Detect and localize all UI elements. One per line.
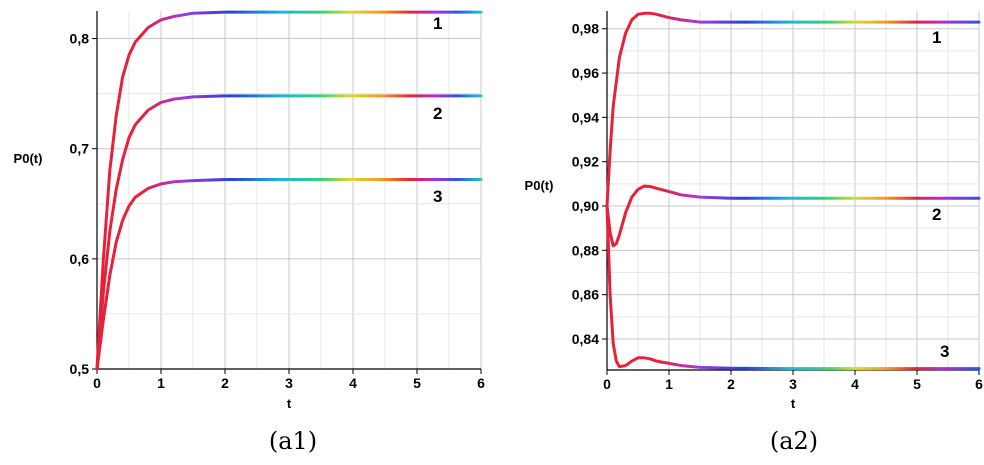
x-tick-label: 4 xyxy=(851,376,859,392)
x-tick-label: 0 xyxy=(93,375,101,391)
x-tick-label: 6 xyxy=(477,375,485,391)
series-line-2 xyxy=(95,94,483,371)
x-tick-label: 5 xyxy=(413,375,421,391)
x-tick-label: 0 xyxy=(603,376,611,392)
chart-panel-a1: 0 1 2 3 4 5 6 0,5 0,6 0,7 0,8 1 2 3 P0(t) t (a1) xyxy=(14,10,485,455)
panel-caption: (a1) xyxy=(269,427,317,455)
y-tick-label: 0,84 xyxy=(572,331,599,347)
x-tick-label: 6 xyxy=(975,376,983,392)
x-tick-label: 3 xyxy=(789,376,797,392)
series-label-3: 3 xyxy=(433,187,442,206)
x-axis-label: t xyxy=(287,396,292,411)
series-label-1: 1 xyxy=(433,14,442,33)
y-tick-label: 0,6 xyxy=(70,251,90,267)
series-label-2: 2 xyxy=(433,104,442,123)
x-tick-label: 1 xyxy=(157,375,165,391)
series-line-3 xyxy=(95,178,483,371)
series-line-1 xyxy=(605,11,981,208)
panel-caption: (a2) xyxy=(770,427,818,455)
y-tick-label: 0,86 xyxy=(572,287,599,303)
x-tick-label: 2 xyxy=(727,376,735,392)
y-tick-label: 0,92 xyxy=(572,154,599,170)
x-tick-label: 4 xyxy=(349,375,357,391)
x-axis-label: t xyxy=(791,396,796,411)
y-axis-label: P0(t) xyxy=(525,178,554,193)
x-tick-label: 3 xyxy=(285,375,293,391)
y-tick-label: 0,8 xyxy=(70,31,90,47)
x-tick-label: 5 xyxy=(913,376,921,392)
x-tick-label: 1 xyxy=(665,376,673,392)
y-tick-label: 0,5 xyxy=(70,361,90,377)
y-tick-label: 0,94 xyxy=(572,109,599,125)
y-tick-label: 0,96 xyxy=(572,65,599,81)
y-tick-label: 0,98 xyxy=(572,21,599,37)
y-tick-label: 0,7 xyxy=(70,141,90,157)
series-label-1: 1 xyxy=(932,28,941,47)
y-axis-label: P0(t) xyxy=(14,151,43,166)
series-line-3 xyxy=(605,204,981,371)
series-label-3: 3 xyxy=(940,342,949,361)
series-line-1 xyxy=(95,10,483,371)
series-line-2 xyxy=(605,184,981,248)
y-tick-label: 0,88 xyxy=(572,242,599,258)
y-tick-label: 0,90 xyxy=(572,198,599,214)
chart-panel-a2: 0 1 2 3 4 5 6 0,84 0,86 0,88 0,90 0,92 0,94 0,96 0,98 1… xyxy=(525,11,983,455)
series-label-2: 2 xyxy=(932,205,941,224)
x-tick-label: 2 xyxy=(221,375,229,391)
